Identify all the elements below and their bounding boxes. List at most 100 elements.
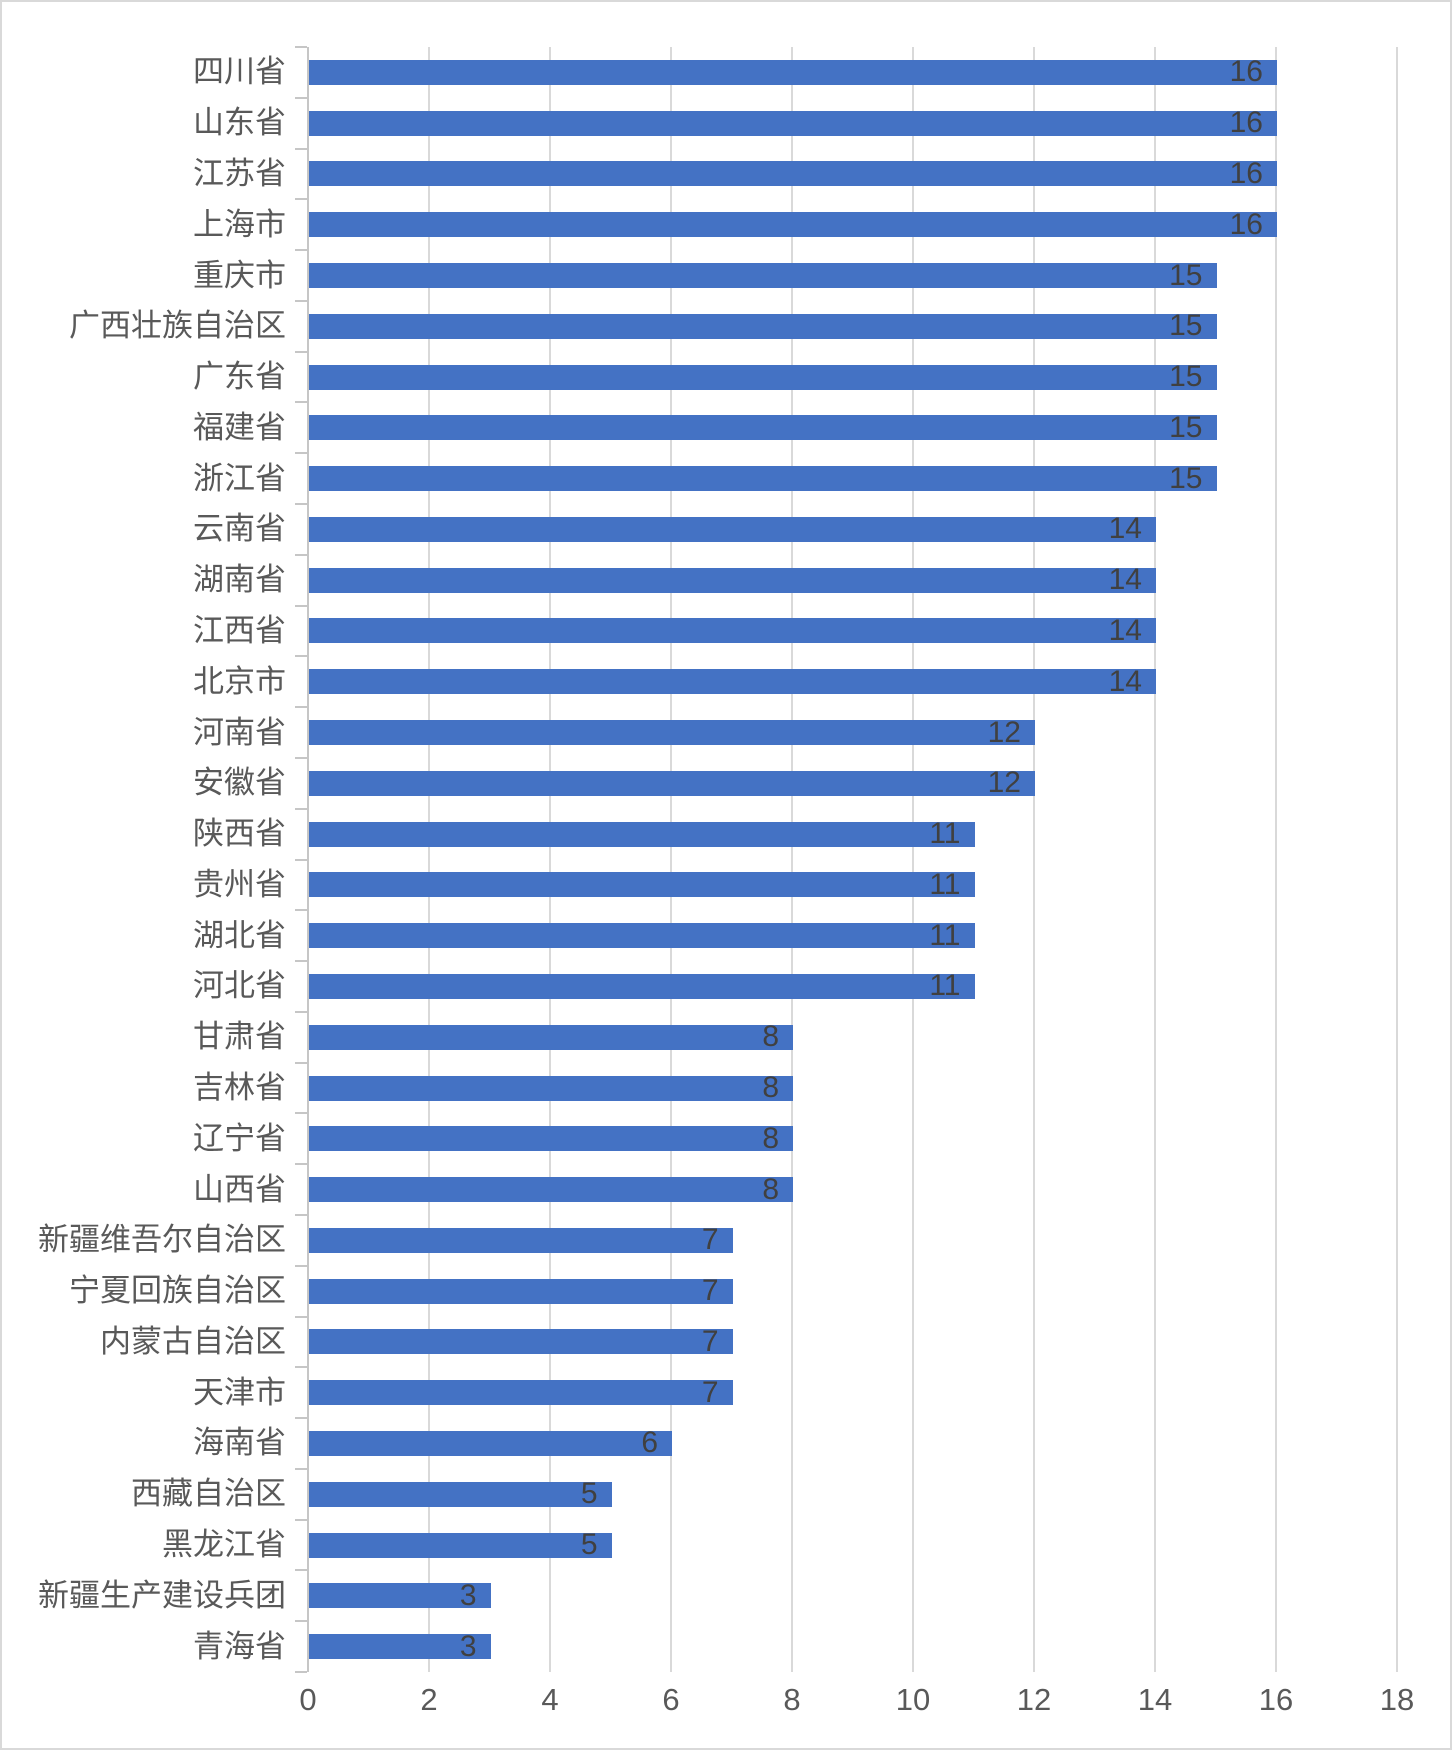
bar: 11	[309, 969, 975, 1002]
category-label: 浙江省	[193, 460, 286, 496]
category-label: 江西省	[193, 612, 286, 648]
value-label: 8	[762, 1071, 779, 1105]
bar: 7	[309, 1274, 733, 1307]
bar: 7	[309, 1223, 733, 1256]
bar: 16	[309, 208, 1277, 241]
axis-tick	[295, 503, 307, 506]
bar: 8	[309, 1071, 793, 1104]
bar: 15	[309, 259, 1217, 292]
bar: 5	[309, 1477, 612, 1510]
axis-tick	[295, 401, 307, 404]
axis-tick	[295, 858, 307, 861]
x-tick-label: 0	[299, 1682, 317, 1717]
axis-tick	[295, 1569, 307, 1572]
bar: 12	[309, 766, 1035, 799]
category-label: 云南省	[193, 511, 286, 547]
value-label: 3	[459, 1629, 477, 1663]
gridline	[1033, 47, 1035, 1672]
axis-tick	[295, 1112, 307, 1115]
gridline	[791, 47, 793, 1672]
bar: 8	[309, 1173, 793, 1206]
value-label: 15	[1169, 309, 1203, 343]
category-label: 广东省	[193, 359, 286, 395]
axis-tick	[295, 756, 307, 759]
category-label: 内蒙古自治区	[100, 1323, 286, 1359]
axis-tick	[295, 1467, 307, 1470]
category-label: 山西省	[193, 1171, 286, 1207]
x-tick-label: 8	[783, 1682, 801, 1717]
axis-tick	[295, 706, 307, 709]
bar: 11	[309, 919, 975, 952]
value-label: 8	[762, 1020, 779, 1054]
x-tick-label: 6	[662, 1682, 680, 1717]
category-label: 宁夏回族自治区	[69, 1273, 286, 1309]
category-label: 辽宁省	[193, 1120, 286, 1156]
axis-tick	[295, 1010, 307, 1013]
category-label: 福建省	[193, 409, 286, 445]
bar: 11	[309, 817, 975, 850]
category-label: 新疆生产建设兵团	[38, 1577, 286, 1613]
axis-tick	[295, 1163, 307, 1166]
bar: 5	[309, 1528, 612, 1561]
bar: 7	[309, 1325, 733, 1358]
axis-tick	[295, 299, 307, 302]
category-label: 海南省	[193, 1425, 286, 1461]
bar: 8	[309, 1020, 793, 1053]
value-label: 8	[762, 1121, 779, 1155]
value-label: 11	[929, 817, 961, 851]
gridline	[1154, 47, 1156, 1672]
bar: 3	[309, 1579, 491, 1612]
value-label: 15	[1169, 360, 1203, 394]
category-label: 西藏自治区	[131, 1476, 286, 1512]
axis-tick	[295, 46, 307, 48]
category-label: 湖北省	[193, 917, 286, 953]
value-label: 5	[580, 1528, 598, 1562]
value-label: 7	[701, 1223, 719, 1257]
category-label: 四川省	[193, 54, 286, 90]
category-label: 青海省	[193, 1628, 286, 1664]
bar: 15	[309, 411, 1217, 444]
bar: 14	[309, 563, 1156, 596]
value-label: 8	[762, 1172, 779, 1206]
axis-tick	[295, 96, 307, 99]
bar: 16	[309, 55, 1277, 88]
axis-tick	[295, 1671, 307, 1673]
axis-tick	[295, 909, 307, 912]
bar: 15	[309, 360, 1217, 393]
axis-tick	[295, 147, 307, 150]
category-label: 江苏省	[193, 155, 286, 191]
value-label: 11	[929, 969, 961, 1003]
axis-tick	[295, 350, 307, 353]
gridline	[912, 47, 914, 1672]
value-label: 3	[459, 1578, 477, 1612]
category-label: 甘肃省	[193, 1019, 286, 1055]
category-label: 安徽省	[193, 765, 286, 801]
bar: 12	[309, 716, 1035, 749]
x-tick-label: 2	[420, 1682, 438, 1717]
value-label: 11	[929, 867, 961, 901]
category-label: 河北省	[193, 968, 286, 1004]
value-label: 7	[701, 1324, 719, 1358]
gridline	[670, 47, 672, 1672]
gridline	[1396, 47, 1398, 1672]
value-label: 16	[1229, 207, 1263, 241]
x-tick-label: 12	[1016, 1682, 1052, 1717]
axis-tick	[295, 1620, 307, 1623]
axis-tick	[295, 1061, 307, 1064]
value-label: 14	[1108, 512, 1142, 546]
bar: 15	[309, 462, 1217, 495]
axis-tick	[295, 807, 307, 810]
value-label: 15	[1169, 410, 1203, 444]
gridline	[428, 47, 430, 1672]
value-label: 7	[701, 1375, 719, 1409]
axis-tick	[295, 1264, 307, 1267]
value-label: 5	[580, 1477, 598, 1511]
value-label: 11	[929, 918, 961, 952]
y-axis-line	[307, 47, 309, 1672]
value-label: 6	[641, 1426, 658, 1460]
bar: 14	[309, 512, 1156, 545]
bar: 16	[309, 106, 1277, 139]
axis-tick	[295, 1213, 307, 1216]
axis-tick	[295, 249, 307, 252]
